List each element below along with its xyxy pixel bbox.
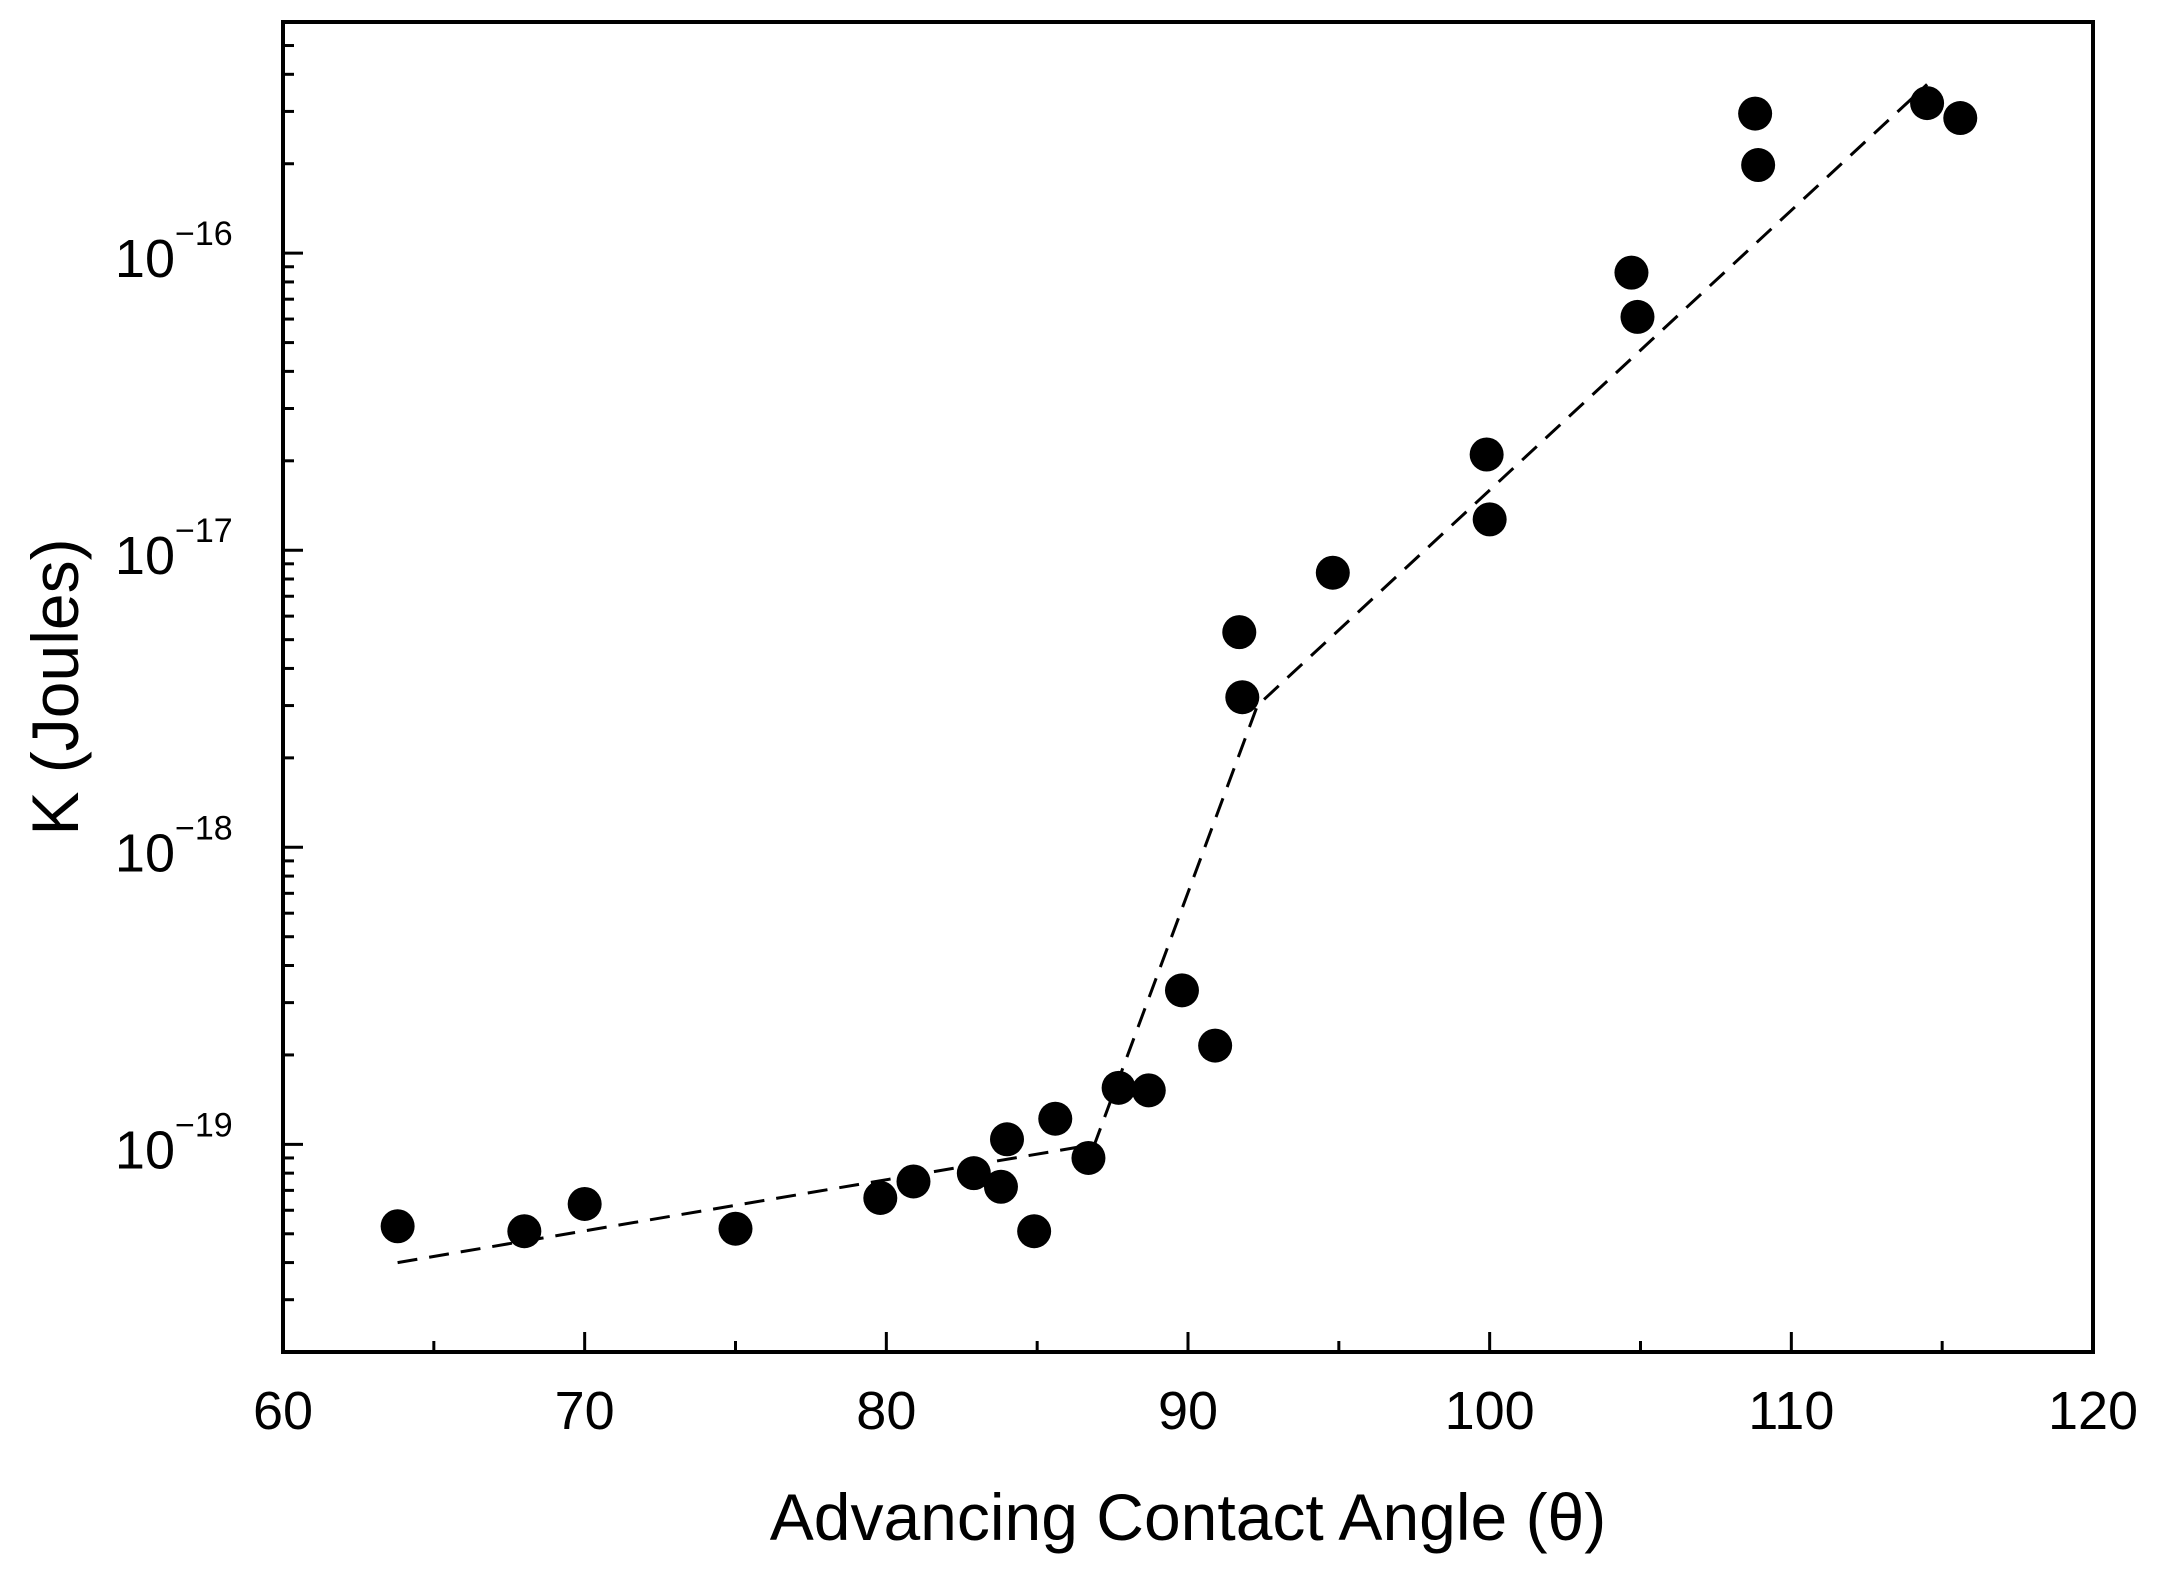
y-tick-label-exponent: −16 xyxy=(175,215,233,253)
x-tick-label: 120 xyxy=(2048,1381,2138,1441)
data-point xyxy=(1038,1101,1073,1136)
y-tick-label-base: 10 xyxy=(115,526,175,586)
y-tick-label: 10 −19 xyxy=(115,1106,233,1180)
x-tick-label: 90 xyxy=(1158,1381,1218,1441)
y-tick-label-base: 10 xyxy=(115,823,175,883)
y-tick-label: 10 −18 xyxy=(115,809,233,883)
data-point xyxy=(1198,1028,1233,1063)
data-point xyxy=(718,1211,753,1246)
y-axis-title: K (Joules) xyxy=(18,538,92,835)
data-point xyxy=(1943,101,1978,136)
data-point xyxy=(507,1214,542,1249)
data-point xyxy=(1472,502,1507,537)
x-tick-label: 80 xyxy=(856,1381,916,1441)
data-point xyxy=(567,1186,602,1221)
data-point xyxy=(1910,86,1945,121)
x-tick-label: 100 xyxy=(1445,1381,1535,1441)
data-point xyxy=(1741,148,1776,183)
data-point xyxy=(1164,973,1199,1008)
data-point xyxy=(1620,299,1655,334)
data-point xyxy=(1017,1214,1052,1249)
data-point xyxy=(1101,1070,1136,1105)
y-tick-label-exponent: −19 xyxy=(175,1106,233,1144)
data-point xyxy=(1222,615,1257,650)
major-ticks xyxy=(281,251,2095,1352)
minor-ticks xyxy=(283,20,1944,1354)
y-tick-label-base: 10 xyxy=(115,1120,175,1180)
data-points xyxy=(380,86,1978,1249)
y-tick-label-exponent: −18 xyxy=(175,809,233,847)
data-point xyxy=(896,1164,931,1199)
data-point xyxy=(1738,96,1773,131)
plot-frame xyxy=(281,20,2095,1354)
data-point xyxy=(983,1169,1018,1204)
x-tick-labels: 60 70 80 90 100 110 120 xyxy=(253,1381,2138,1441)
fit-line-group xyxy=(397,83,1929,1265)
data-point xyxy=(990,1122,1024,1157)
x-tick-label: 70 xyxy=(555,1381,615,1441)
fit-line xyxy=(397,83,1929,1265)
data-point xyxy=(1071,1140,1106,1175)
data-point xyxy=(863,1180,898,1215)
x-tick-label: 60 xyxy=(253,1381,313,1441)
data-point xyxy=(380,1209,415,1244)
data-point xyxy=(956,1156,991,1191)
data-point xyxy=(1315,555,1350,590)
x-axis-title: Advancing Contact Angle (θ) xyxy=(770,1480,1607,1554)
x-tick-label: 110 xyxy=(1748,1381,1834,1441)
data-point xyxy=(1614,255,1649,290)
data-point xyxy=(1225,680,1260,715)
y-tick-label-exponent: −17 xyxy=(175,512,233,550)
y-tick-label: 10 −16 xyxy=(115,215,233,289)
y-tick-label-base: 10 xyxy=(115,229,175,289)
data-point xyxy=(1469,437,1504,472)
data-point xyxy=(1131,1073,1166,1108)
y-tick-label: 10 −17 xyxy=(115,512,233,586)
